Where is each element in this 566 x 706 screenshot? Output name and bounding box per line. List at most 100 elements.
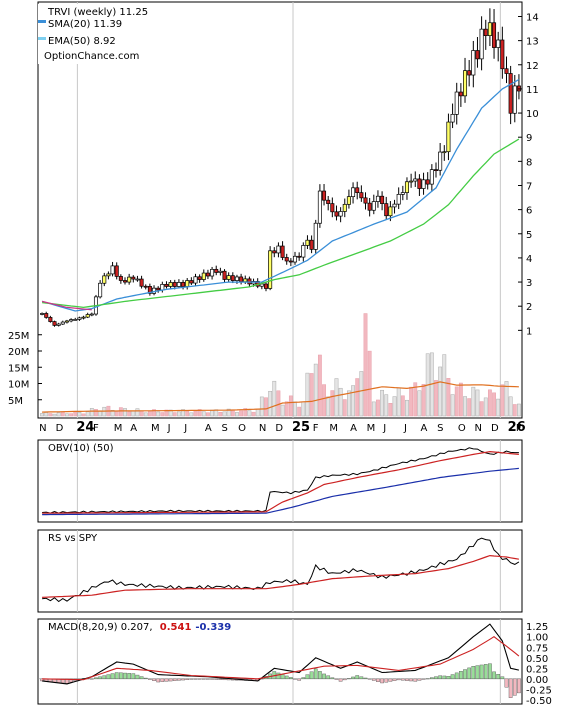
- volume-bar: [264, 397, 268, 417]
- macd-histogram-bar: [488, 663, 492, 680]
- candle-body: [276, 245, 281, 254]
- macd-histogram-bar: [330, 677, 335, 680]
- x-tick-label: 25: [292, 420, 310, 435]
- macd-histogram-bar: [496, 674, 501, 680]
- x-tick-label: N: [474, 423, 481, 434]
- x-tick-label: F: [313, 423, 319, 434]
- volume-bar: [371, 401, 376, 417]
- candle-body: [433, 169, 439, 171]
- volume-bar: [305, 372, 310, 417]
- macd-histogram-bar: [367, 678, 372, 680]
- candle-body: [127, 276, 132, 283]
- macd-histogram-bar: [69, 678, 73, 683]
- candle-body: [396, 193, 401, 205]
- price-tick-label: 2: [526, 302, 532, 313]
- candle-body: [98, 282, 103, 298]
- legend-sma-swatch: [38, 20, 46, 23]
- volume-bar: [152, 409, 156, 417]
- volume-bar: [177, 411, 181, 417]
- x-tick-label: F: [516, 423, 522, 434]
- candle-body: [131, 276, 136, 280]
- candle-body: [384, 203, 389, 217]
- legend-box: [38, 4, 148, 64]
- candle-body: [89, 313, 94, 316]
- candle-body: [479, 28, 484, 60]
- candle-body: [409, 180, 414, 183]
- candle-body: [417, 178, 422, 189]
- volume-bar: [280, 404, 285, 417]
- candle-body: [492, 22, 497, 48]
- volume-bar: [276, 390, 281, 417]
- legend-sma: SMA(20) 11.39: [48, 19, 122, 30]
- volume-bar: [413, 382, 418, 417]
- candle-body: [293, 255, 298, 263]
- candle-body: [222, 270, 227, 280]
- volume-bar: [52, 413, 57, 417]
- candle-body: [160, 284, 165, 291]
- candle-body: [176, 282, 181, 287]
- rs-line: [42, 537, 520, 603]
- price-tick-label: 4: [526, 254, 532, 265]
- x-tick-label: A: [421, 423, 428, 434]
- macd-histogram-bar: [206, 678, 210, 680]
- candle-body: [301, 245, 306, 258]
- candle-body: [454, 91, 459, 115]
- candle-body: [504, 68, 509, 74]
- macd-tick-label: 0.75: [526, 643, 548, 654]
- candle-body: [64, 320, 69, 323]
- macd-histogram-bar: [442, 675, 447, 680]
- macd-histogram-bar: [189, 678, 194, 680]
- volume-bar: [272, 380, 277, 417]
- candle-body: [512, 85, 517, 114]
- candle-body: [388, 206, 393, 217]
- volume-bar: [409, 386, 414, 417]
- macd-histogram-bar: [131, 673, 136, 680]
- macd-histogram-bar: [504, 678, 509, 688]
- volume-bar: [458, 382, 463, 417]
- volume-bar: [222, 411, 227, 417]
- x-tick-label: N: [39, 423, 46, 434]
- volume-bar: [110, 409, 115, 417]
- volume-bar: [235, 412, 239, 417]
- volume-bar: [301, 401, 306, 417]
- candle-body: [400, 192, 405, 195]
- candle-body: [351, 187, 356, 198]
- candle-body: [342, 203, 347, 212]
- candle-body: [496, 39, 501, 48]
- volume-bar: [69, 413, 74, 417]
- candle-body: [458, 91, 463, 97]
- volume-bar: [81, 413, 86, 417]
- macd-histogram-bar: [94, 677, 98, 680]
- macd-histogram-bar: [289, 677, 293, 680]
- macd-histogram-bar: [181, 678, 185, 681]
- volume-bar: [450, 394, 455, 417]
- candle-body: [85, 314, 90, 318]
- macd-histogram-bar: [417, 678, 422, 681]
- candle-body: [69, 319, 74, 322]
- macd-histogram-bar: [517, 678, 521, 694]
- volume-bar: [85, 411, 90, 417]
- x-tick-label: M: [329, 423, 338, 434]
- svg-text:MACD(8,20,9) 0.207, 0.541-: MACD(8,20,9) 0.207, 0.541 -0.339: [48, 622, 231, 633]
- volume-bar: [284, 401, 289, 417]
- macd-histogram-bar: [347, 678, 351, 680]
- macd-histogram-bar: [492, 671, 496, 680]
- candle-body: [210, 268, 215, 277]
- candle-body: [185, 280, 190, 287]
- candle-body: [363, 197, 368, 204]
- x-tick-label: O: [458, 423, 466, 434]
- volume-bar: [517, 403, 521, 417]
- volume-bar: [367, 350, 372, 417]
- candle-body: [375, 195, 380, 202]
- macd-histogram-bar: [98, 676, 102, 680]
- volume-bar: [500, 384, 505, 417]
- candle-body: [201, 272, 206, 280]
- x-tick-label: N: [259, 423, 266, 434]
- macd-histogram-bar: [454, 672, 459, 680]
- macd-histogram-bar: [463, 669, 467, 680]
- volume-bar: [351, 385, 355, 417]
- candle-body: [508, 73, 513, 114]
- sma-line: [41, 78, 520, 312]
- candle-body: [135, 278, 140, 281]
- candle-body: [197, 276, 202, 280]
